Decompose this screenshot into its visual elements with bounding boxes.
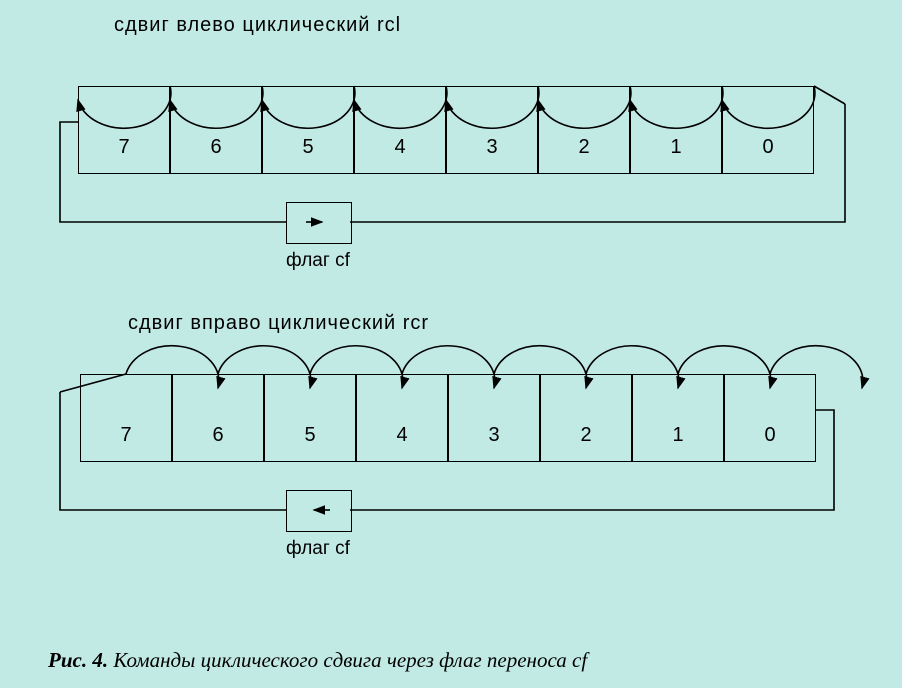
rcr-cf-label: флаг cf	[286, 538, 350, 560]
rcl-title: сдвиг влево циклический rcl	[114, 14, 401, 37]
rcr-bit-5: 5	[264, 374, 356, 462]
rcl-bit-1: 1	[630, 86, 722, 174]
rcl-bit-row: 7 6 5 4 3 2 1 0	[78, 86, 814, 174]
rcr-bit-2: 2	[540, 374, 632, 462]
rcr-cf-box	[286, 490, 352, 532]
rcl-bit-6: 6	[170, 86, 262, 174]
caption-text: Команды циклического сдвига через флаг п…	[108, 648, 587, 672]
rcl-bit-0: 0	[722, 86, 814, 174]
rcl-bit-3: 3	[446, 86, 538, 174]
caption-prefix: Рис. 4.	[48, 648, 108, 672]
rcl-cf-box	[286, 202, 352, 244]
rcr-bit-1: 1	[632, 374, 724, 462]
rcl-bit-4: 4	[354, 86, 446, 174]
rcr-bit-3: 3	[448, 374, 540, 462]
rcr-bit-7: 7	[80, 374, 172, 462]
rcr-bit-6: 6	[172, 374, 264, 462]
rcl-bit-7: 7	[78, 86, 170, 174]
rcl-bit-5: 5	[262, 86, 354, 174]
rcr-bit-4: 4	[356, 374, 448, 462]
rcl-cf-label: флаг cf	[286, 250, 350, 272]
figure-caption: Рис. 4. Команды циклического сдвига чере…	[48, 648, 587, 673]
rcr-title: сдвиг вправо циклический rcr	[128, 312, 429, 335]
rcr-bit-0: 0	[724, 374, 816, 462]
rcl-bit-2: 2	[538, 86, 630, 174]
rcr-bit-row: 7 6 5 4 3 2 1 0	[80, 374, 816, 462]
diagram-canvas: сдвиг влево циклический rcl 7 6 5 4 3 2 …	[0, 0, 902, 688]
